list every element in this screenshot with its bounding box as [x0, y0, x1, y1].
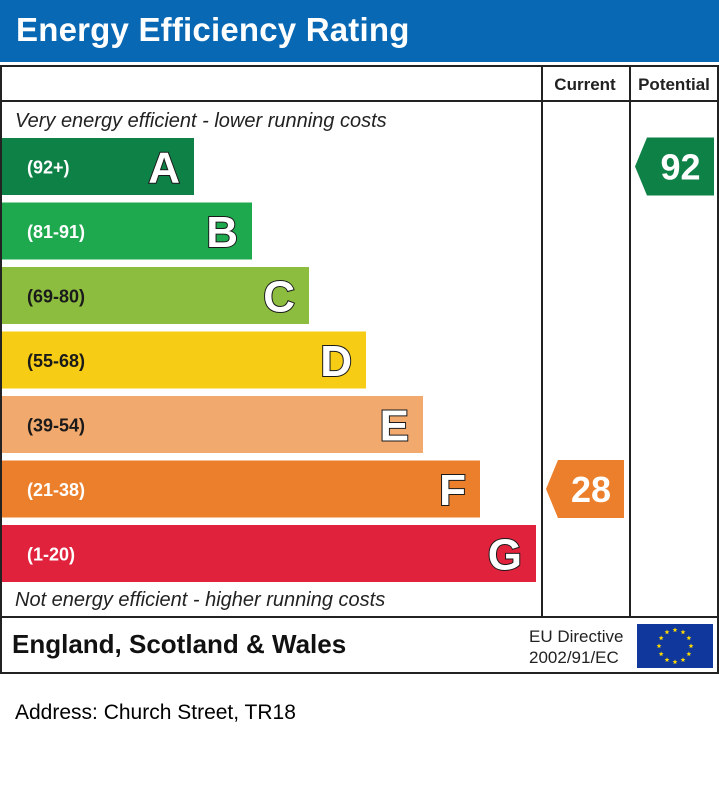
current-column-header: Current — [554, 75, 616, 94]
eu-star — [680, 629, 686, 635]
potential-rating: 92 — [635, 137, 714, 196]
band-a: (92+) A — [2, 138, 194, 195]
eu-star — [664, 629, 670, 635]
band-b-letter: B — [206, 208, 238, 257]
band-g-letter: G — [488, 531, 522, 580]
rating-indicators: 28 92 — [546, 137, 714, 518]
band-f-letter: F — [439, 466, 466, 515]
current-rating: 28 — [546, 460, 624, 518]
title-bar: Energy Efficiency Rating — [0, 0, 719, 62]
band-a-range: (92+) — [27, 158, 70, 178]
potential-rating-arrow — [635, 137, 714, 196]
bottom-note: Not energy efficient - higher running co… — [15, 589, 385, 611]
top-note: Very energy efficient - lower running co… — [15, 110, 387, 132]
band-b: (81-91) B — [2, 202, 252, 260]
energy-rating-chart: Current Potential Very energy efficient … — [0, 65, 719, 674]
current-rating-arrow — [546, 460, 624, 518]
eu-star — [680, 657, 686, 662]
eu-star — [658, 635, 664, 641]
eu-star — [686, 651, 692, 657]
footer-region: England, Scotland & Wales — [12, 629, 346, 659]
eu-star — [672, 659, 678, 665]
address: Address: Church Street, TR18 — [15, 701, 296, 724]
band-e: (39-54) E — [2, 396, 423, 453]
potential-column-header: Potential — [638, 75, 710, 94]
band-f-range: (21-38) — [27, 480, 85, 500]
eu-directive-line2: 2002/91/EC — [529, 648, 619, 667]
band-b-bar — [2, 202, 252, 260]
eu-star — [686, 635, 692, 641]
band-f: (21-38) F — [2, 460, 480, 518]
eu-star — [688, 643, 694, 649]
band-c-bar — [2, 267, 309, 324]
band-a-bar — [2, 138, 194, 195]
band-d-range: (55-68) — [27, 351, 85, 371]
band-c: (69-80) C — [2, 267, 309, 324]
band-e-letter: E — [380, 402, 409, 451]
band-d-bar — [2, 331, 366, 389]
band-f-bar — [2, 460, 480, 518]
band-e-bar — [2, 396, 423, 453]
rating-bands: (92+) A (81-91) B (69-80) C (55-68) D (39-54) E (2… — [2, 138, 536, 582]
band-c-range: (69-80) — [27, 287, 85, 307]
band-g: (1-20) G — [2, 525, 536, 582]
eu-flag-icon — [637, 624, 713, 668]
band-e-range: (39-54) — [27, 416, 85, 436]
chart-frame — [0, 65, 719, 674]
band-g-bar — [2, 525, 536, 582]
band-g-range: (1-20) — [27, 545, 75, 565]
eu-star — [664, 657, 670, 662]
band-d-letter: D — [320, 337, 352, 386]
potential-rating-value: 92 — [660, 147, 700, 188]
current-rating-value: 28 — [571, 469, 611, 510]
page-title: Energy Efficiency Rating — [16, 11, 410, 48]
eu-directive-line1: EU Directive — [529, 627, 623, 646]
eu-star — [656, 643, 662, 649]
band-d: (55-68) D — [2, 331, 366, 389]
eu-star — [672, 627, 678, 633]
band-b-range: (81-91) — [27, 222, 85, 242]
band-c-letter: C — [263, 273, 295, 322]
band-a-letter: A — [148, 144, 180, 193]
eu-star — [658, 651, 664, 657]
